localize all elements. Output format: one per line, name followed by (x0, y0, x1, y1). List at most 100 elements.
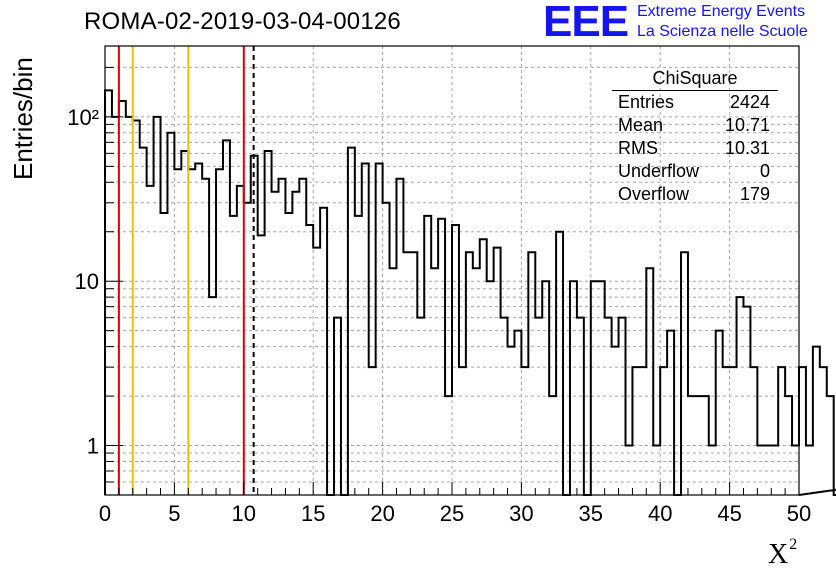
histogram-bin (279, 179, 286, 495)
x-tick-label: 10 (232, 501, 256, 526)
histogram-bin (202, 179, 209, 495)
histogram-bin (244, 203, 251, 495)
histogram-outline (104, 89, 836, 496)
histogram-bin (577, 318, 584, 495)
x-tick-label: 30 (509, 501, 533, 526)
histogram-bin (105, 90, 112, 495)
stats-label: RMS (618, 138, 658, 158)
y-tick-label: 10² (67, 105, 99, 130)
x-tick-label: 5 (168, 501, 180, 526)
histogram-bin (605, 318, 612, 495)
histogram-bin (653, 446, 660, 495)
stats-row-mean: Mean 10.71 (612, 114, 778, 137)
stats-row-entries: Entries 2424 (612, 91, 778, 114)
histogram-bin (792, 446, 799, 495)
logo-line-2: La Scienza nelle Scuole (637, 23, 808, 40)
histogram-bin (306, 225, 313, 495)
x-axis-label-base: X (768, 539, 789, 570)
histogram-bin (188, 169, 195, 495)
stats-value: 10.71 (724, 115, 770, 135)
histogram-bin (126, 117, 133, 495)
grid-layer (105, 46, 799, 495)
histogram-bin (508, 347, 515, 495)
histogram-bin (223, 140, 230, 495)
histogram-bin (591, 281, 598, 495)
y-axis-label: Entries/bin (8, 57, 38, 180)
histogram-bin (632, 367, 639, 495)
histogram-bin (667, 331, 674, 495)
histogram-bin (827, 396, 834, 495)
histogram-bin (376, 164, 383, 495)
histogram-bin (369, 367, 376, 495)
x-tick-label: 15 (301, 501, 325, 526)
histogram-bin (757, 446, 764, 495)
histogram-bin (452, 225, 459, 495)
histogram-bin (174, 169, 181, 495)
histogram-bin (161, 213, 168, 495)
histogram-bin (334, 318, 341, 495)
histogram-bin (292, 192, 299, 495)
histogram-bin (487, 281, 494, 495)
histogram-bin (646, 268, 653, 495)
histogram-bin (549, 396, 556, 495)
stats-row-overflow: Overflow 179 (612, 183, 778, 206)
histogram-bin (716, 331, 723, 495)
histogram-bin (209, 297, 216, 495)
histogram-bin (445, 396, 452, 495)
histogram-bin (362, 164, 369, 495)
histogram-bin (112, 117, 119, 495)
histogram-bin (473, 268, 480, 495)
x-tick-label: 40 (648, 501, 672, 526)
histogram-bin (799, 367, 806, 495)
histogram-bin (181, 151, 188, 495)
stats-box-title: ChiSquare (612, 66, 778, 91)
histogram-bin (556, 232, 563, 495)
histogram-bin (272, 192, 279, 495)
histogram-bin (299, 179, 306, 495)
histogram-bin (570, 281, 577, 495)
histogram-bin (737, 297, 744, 495)
histogram-bin (147, 186, 154, 495)
histogram-bin (660, 367, 667, 495)
histogram-bin (230, 216, 237, 495)
stats-value: 2424 (729, 92, 770, 112)
histogram-bin (612, 347, 619, 495)
histogram-bin (730, 367, 737, 495)
x-axis-label-superscript: 2 (789, 536, 798, 553)
histogram-bin (626, 446, 633, 495)
histogram-bin (723, 367, 730, 495)
histogram-bin (167, 133, 174, 495)
histogram-bin (494, 248, 501, 495)
histogram-bin (431, 268, 438, 495)
histogram-bin (688, 396, 695, 495)
histogram-bin (598, 281, 605, 495)
histogram-bin (119, 101, 126, 495)
histogram-bin (528, 252, 535, 495)
histogram-bin (521, 367, 528, 495)
histogram-bin (237, 186, 244, 495)
histogram-bin (410, 252, 417, 495)
histogram-bin (806, 446, 813, 495)
histogram-bin (785, 396, 792, 495)
logo-line-1: Extreme Energy Events (637, 3, 806, 20)
eee-logo-mark: EEE (543, 0, 629, 46)
histogram-bin (750, 367, 757, 495)
histogram-bin (417, 318, 424, 495)
y-tick-label: 10 (75, 269, 99, 294)
histogram-bin (348, 148, 355, 495)
stats-box: ChiSquare Entries 2424 Mean 10.71 RMS 10… (612, 66, 778, 206)
x-tick-label: 50 (787, 501, 811, 526)
histogram-bin (764, 446, 771, 495)
histogram-bin (695, 396, 702, 495)
y-tick-label: 1 (87, 434, 99, 459)
stats-value: 179 (739, 184, 770, 204)
histogram-bin (813, 347, 820, 495)
histogram-bin (390, 268, 397, 495)
histogram-bin (355, 216, 362, 495)
histogram-bin (542, 281, 549, 495)
histogram-bin (514, 331, 521, 495)
histogram-bin (133, 121, 140, 495)
histogram-bin (154, 117, 161, 495)
histogram-bin (403, 252, 410, 495)
